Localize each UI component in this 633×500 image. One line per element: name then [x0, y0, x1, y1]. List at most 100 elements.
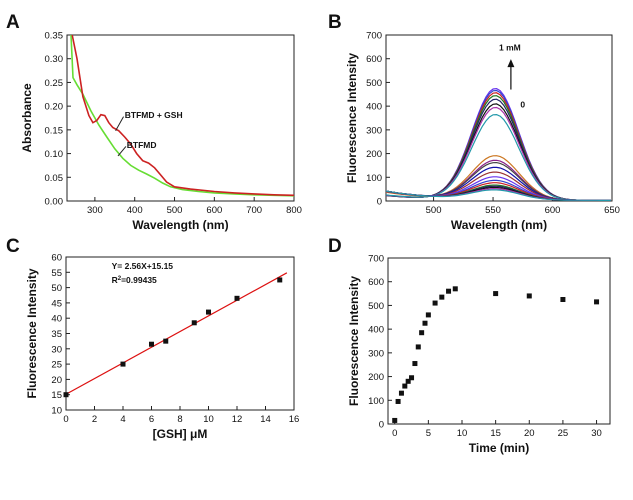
data-point — [234, 295, 240, 301]
y-tick-label: 400 — [366, 102, 382, 113]
x-tick-label: 8 — [177, 414, 182, 425]
y-tick-label: 15 — [51, 390, 62, 401]
data-point — [392, 417, 398, 423]
data-point — [452, 286, 458, 292]
data-point — [412, 361, 418, 367]
data-point — [439, 294, 445, 300]
y-tick-label: 200 — [366, 149, 382, 160]
plot-frame — [387, 257, 611, 425]
data-point — [409, 375, 415, 381]
data-point — [526, 293, 532, 299]
y-tick-label: 0.10 — [45, 149, 64, 160]
data-point — [398, 390, 404, 396]
panel-c-plot: 0 2 4 6 8 10 12 14 16 10 15 20 25 30 35 40 45 50 55 60 [GSH]… — [25, 253, 299, 442]
x-tick-label: 12 — [232, 414, 243, 425]
series-group — [386, 87, 611, 201]
plot-frame — [385, 34, 613, 202]
y-axis-title: Absorbance — [20, 83, 34, 153]
data-point — [560, 297, 566, 302]
data-point — [446, 288, 452, 294]
data-point — [493, 291, 499, 297]
y-tick-label: 50 — [51, 283, 62, 294]
data-point — [63, 392, 69, 398]
y-tick-label: 45 — [51, 298, 62, 309]
data-point — [163, 338, 169, 344]
panel-d: D 0 5 10 15 20 25 300100200300400500600700Time… — [328, 236, 611, 455]
emission-spectrum-line — [386, 95, 611, 201]
x-tick-label: 5 — [426, 428, 431, 439]
panel-b: B 500 550 600 650 0 100 200 300 400 500 600 700 Wave… — [328, 12, 620, 232]
y-tick-label: 500 — [368, 301, 384, 312]
data-point — [402, 383, 408, 389]
data-point — [415, 344, 421, 350]
y-tick-label: 600 — [366, 54, 382, 65]
annotation-btfmd: BTFMD — [127, 140, 157, 150]
y-axis-title: Fluorescence Intensity — [25, 268, 39, 398]
data-point — [149, 341, 154, 347]
x-axis-title: Wavelength (nm) — [451, 218, 547, 232]
data-point — [425, 312, 431, 318]
panel-a-plot: 300 400 500 600 700 800 0.00 0.05 0.10 0.15 0.20 0.… — [20, 31, 302, 233]
y-tick-label: 700 — [366, 31, 382, 42]
data-point — [422, 320, 428, 326]
y-tick-label: 300 — [366, 125, 382, 136]
x-tick-label: 650 — [604, 205, 620, 216]
x-tick-label: 550 — [485, 205, 501, 216]
data-point — [405, 378, 411, 384]
fit-line — [65, 272, 288, 395]
y-tick-label: 0.30 — [45, 54, 64, 65]
x-tick-label: 500 — [167, 205, 183, 216]
y-tick-label: 40 — [51, 314, 62, 325]
y-tick-label: 300 — [368, 348, 384, 359]
y-tick-label: 400 — [368, 325, 384, 336]
x-tick-label: 16 — [289, 414, 300, 425]
y-tick-label: 0.20 — [45, 102, 64, 113]
x-tick-label: 500 — [426, 205, 442, 216]
data-point — [206, 309, 211, 315]
x-tick-label: 800 — [286, 205, 302, 216]
data-point — [120, 361, 126, 367]
y-tick-label: 0 — [377, 197, 382, 208]
data-point — [432, 300, 438, 306]
y-tick-label: 30 — [51, 344, 62, 355]
x-tick-label: 10 — [203, 414, 214, 425]
series-group — [70, 35, 294, 197]
y-axis-title: Fluorescence Intensity — [347, 276, 361, 406]
y-tick-label: 200 — [368, 372, 384, 383]
emission-spectrum-line — [386, 189, 611, 201]
panel-letter-b: B — [328, 12, 342, 33]
y-tick-label: 25 — [51, 360, 62, 371]
y-tick-label: 100 — [366, 173, 382, 184]
r-symbol: R — [112, 275, 118, 285]
panel-a: A 300 400 500 600 700 800 0.00 0.05 0.10 0.15 0.20… — [6, 12, 302, 232]
x-tick-label: 25 — [558, 428, 569, 439]
x-axis-title: Time (min) — [469, 441, 529, 455]
series-line-btfmd — [70, 35, 294, 197]
panel-letter-d: D — [328, 236, 342, 257]
r-squared-superscript: 2 — [118, 276, 122, 282]
x-tick-label: 400 — [127, 205, 143, 216]
y-tick-label: 500 — [366, 78, 382, 89]
panel-letter-c: C — [6, 236, 20, 257]
x-tick-label: 30 — [591, 428, 602, 439]
panel-b-plot: 500 550 600 650 0 100 200 300 400 500 600 700 Wavele… — [345, 31, 620, 233]
y-tick-label: 0.35 — [45, 31, 64, 42]
x-tick-label: 20 — [524, 428, 535, 439]
y-axis-title: Fluorescence Intensity — [345, 53, 359, 183]
x-tick-label: 600 — [206, 205, 222, 216]
annotation-btfmd-gsh: BTFMD + GSH — [125, 110, 183, 120]
y-tick-label: 0.00 — [45, 197, 64, 208]
r-squared-label: R2=0.99435 — [112, 275, 157, 285]
x-tick-label: 700 — [246, 205, 262, 216]
x-tick-label: 14 — [260, 414, 271, 425]
annotation-pointer — [115, 116, 124, 132]
y-tick-label: 0.05 — [45, 173, 64, 184]
data-point — [277, 277, 283, 283]
y-tick-label: 10 — [51, 406, 62, 417]
x-axis-title: Wavelength (nm) — [132, 218, 228, 232]
x-tick-label: 600 — [545, 205, 561, 216]
x-tick-label: 4 — [120, 414, 125, 425]
y-tick-label: 35 — [51, 329, 62, 340]
